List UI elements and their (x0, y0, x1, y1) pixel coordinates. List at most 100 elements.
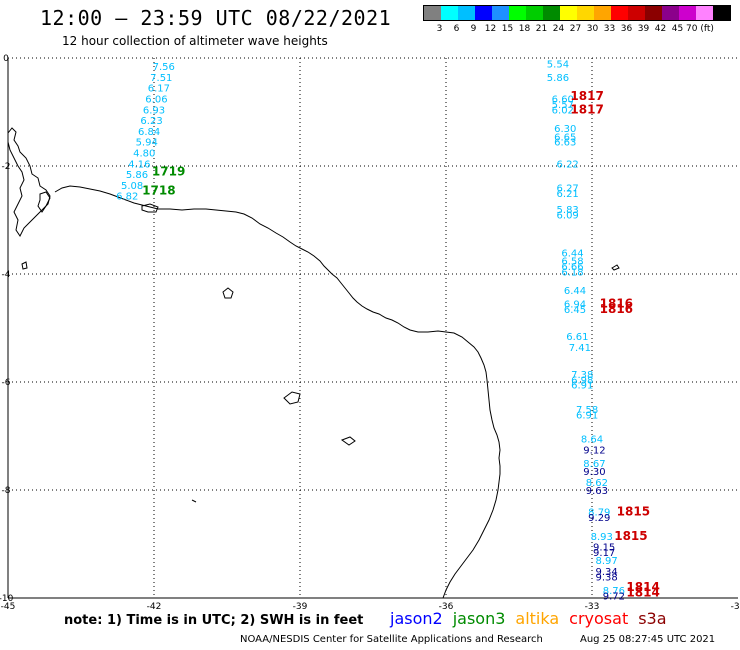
pass-number-label: 1817 (570, 89, 603, 103)
island-small-2 (222, 287, 234, 299)
wave-height-label: 6.84 (138, 127, 160, 138)
legend-swatch (509, 6, 526, 20)
wave-height-label: 5.86 (547, 73, 569, 84)
legend-swatch (577, 6, 594, 20)
wave-height-label: 8.93 (591, 532, 613, 543)
map-frame (7, 58, 738, 599)
island-small-5 (21, 261, 28, 270)
wave-height-label: 9.34 (595, 567, 617, 578)
legend-label: 30 (586, 24, 599, 34)
credit-line: NOAA/NESDIS Center for Satellite Applica… (240, 634, 543, 645)
wave-height-label: 5.08 (121, 181, 143, 192)
pass-number-label: 1719 (152, 164, 185, 178)
island-small-6 (611, 264, 620, 271)
legend-swatch (475, 6, 492, 20)
pass-number-label: 1814 (626, 586, 659, 600)
wave-height-label: 8.97 (595, 556, 617, 567)
wave-height-label: 7.51 (150, 73, 172, 84)
map-subtitle: 12 hour collection of altimeter wave hei… (62, 34, 328, 48)
y-tick-label: -6 (2, 378, 11, 388)
legend-swatch (679, 6, 696, 20)
legend-swatch (458, 6, 475, 20)
legend-swatch (713, 6, 730, 20)
wave-height-label: 6.65 (554, 132, 576, 143)
satellite-label-altika: altika (515, 609, 560, 628)
map-title: 12:00 – 23:59 UTC 08/22/2021 (40, 6, 392, 30)
wave-height-label: 6.94 (564, 300, 586, 311)
wave-height-label: 8.67 (583, 459, 605, 470)
pass-number-label: 1815 (617, 505, 650, 519)
wave-height-label: 7.41 (569, 343, 591, 354)
x-tick-label: -36 (439, 602, 454, 612)
legend-label: 15 (501, 24, 514, 34)
x-tick-label: -42 (147, 602, 162, 612)
wave-height-label: 9.29 (588, 513, 610, 524)
y-tick-label: -10 (0, 594, 14, 604)
wave-height-label: 7.56 (153, 62, 175, 73)
wave-height-label: 5.94 (136, 138, 158, 149)
wave-height-label: 6.21 (557, 189, 579, 200)
wave-height-label: 4.80 (133, 149, 155, 160)
wave-height-label: 6.44 (564, 286, 586, 297)
wave-height-label: 8.64 (581, 435, 603, 446)
island-small-4 (340, 436, 356, 446)
legend-label: 36 (620, 24, 633, 34)
legend-label: 6 (453, 24, 460, 34)
legend-swatch (526, 6, 543, 20)
y-tick-label: -8 (2, 486, 11, 496)
wave-height-label: 6.82 (116, 192, 138, 203)
y-tick-label: -2 (2, 162, 11, 172)
legend-swatch (441, 6, 458, 20)
legend-label: 12 (484, 24, 497, 34)
wave-height-label: 8.62 (586, 478, 608, 489)
wave-height-label: 6.27 (557, 184, 579, 195)
island-small-3 (283, 391, 301, 405)
wave-height-label: 6.98 (571, 375, 593, 386)
coastline (7, 127, 620, 599)
y-tick-label: -4 (2, 270, 11, 280)
wave-height-label: 7.38 (571, 370, 593, 381)
wave-height-label: 6.22 (557, 159, 579, 170)
wave-height-label: 6.66 (561, 262, 583, 273)
legend-label: 9 (470, 24, 477, 34)
legend-label: 70 (ft) (686, 24, 714, 34)
generated-timestamp: Aug 25 08:27:45 UTC 2021 (580, 634, 716, 645)
wave-height-values: 7.567.516.176.066.936.236.845.944.804.16… (116, 59, 625, 602)
coastline-brazil (54, 185, 501, 599)
wave-height-label: 9.63 (586, 486, 608, 497)
wave-height-label: 6.93 (143, 105, 165, 116)
wave-height-label: 6.45 (564, 305, 586, 316)
legend-label: 45 (671, 24, 684, 34)
wave-height-label: 8.76 (603, 586, 625, 597)
wave-height-legend: 3 6 9 12 15 18 21 24 27 30 33 36 39 42 45 70 (ft) (423, 5, 731, 36)
wave-height-label: 6.44 (561, 248, 583, 259)
legend-label: 42 (654, 24, 667, 34)
wave-height-label: 9.72 (603, 591, 625, 602)
wave-height-label: 6.09 (557, 211, 579, 222)
wave-height-label: 7.58 (576, 405, 598, 416)
satellite-label-jason3: jason3 (452, 609, 506, 628)
legend-swatch (662, 6, 679, 20)
legend-label: 39 (637, 24, 650, 34)
pass-number-label: 1815 (614, 529, 647, 543)
island-west (37, 191, 51, 213)
wave-height-label: 9.30 (583, 467, 605, 478)
pass-number-label: 1816 (600, 297, 633, 311)
legend-swatch (543, 6, 560, 20)
wave-height-label: 6.58 (561, 257, 583, 268)
satellite-legend: jason2 jason3 altika cryosat s3a (390, 609, 677, 628)
wave-height-label: 6.61 (566, 332, 588, 343)
wave-height-label: 6.91 (576, 410, 598, 421)
y-tick-label: 0 (3, 54, 9, 64)
wave-height-label: 9.12 (583, 446, 605, 457)
legend-swatch (628, 6, 645, 20)
legend-labels: 3 6 9 12 15 18 21 24 27 30 33 36 39 42 45 70 (ft) (423, 24, 731, 36)
pass-number-label: 1718 (142, 183, 175, 197)
wave-height-label: 6.91 (571, 381, 593, 392)
wave-height-label: 6.63 (554, 138, 576, 149)
x-tick-label: -33 (585, 602, 600, 612)
legend-swatch (611, 6, 628, 20)
legend-color-bar (423, 5, 731, 21)
